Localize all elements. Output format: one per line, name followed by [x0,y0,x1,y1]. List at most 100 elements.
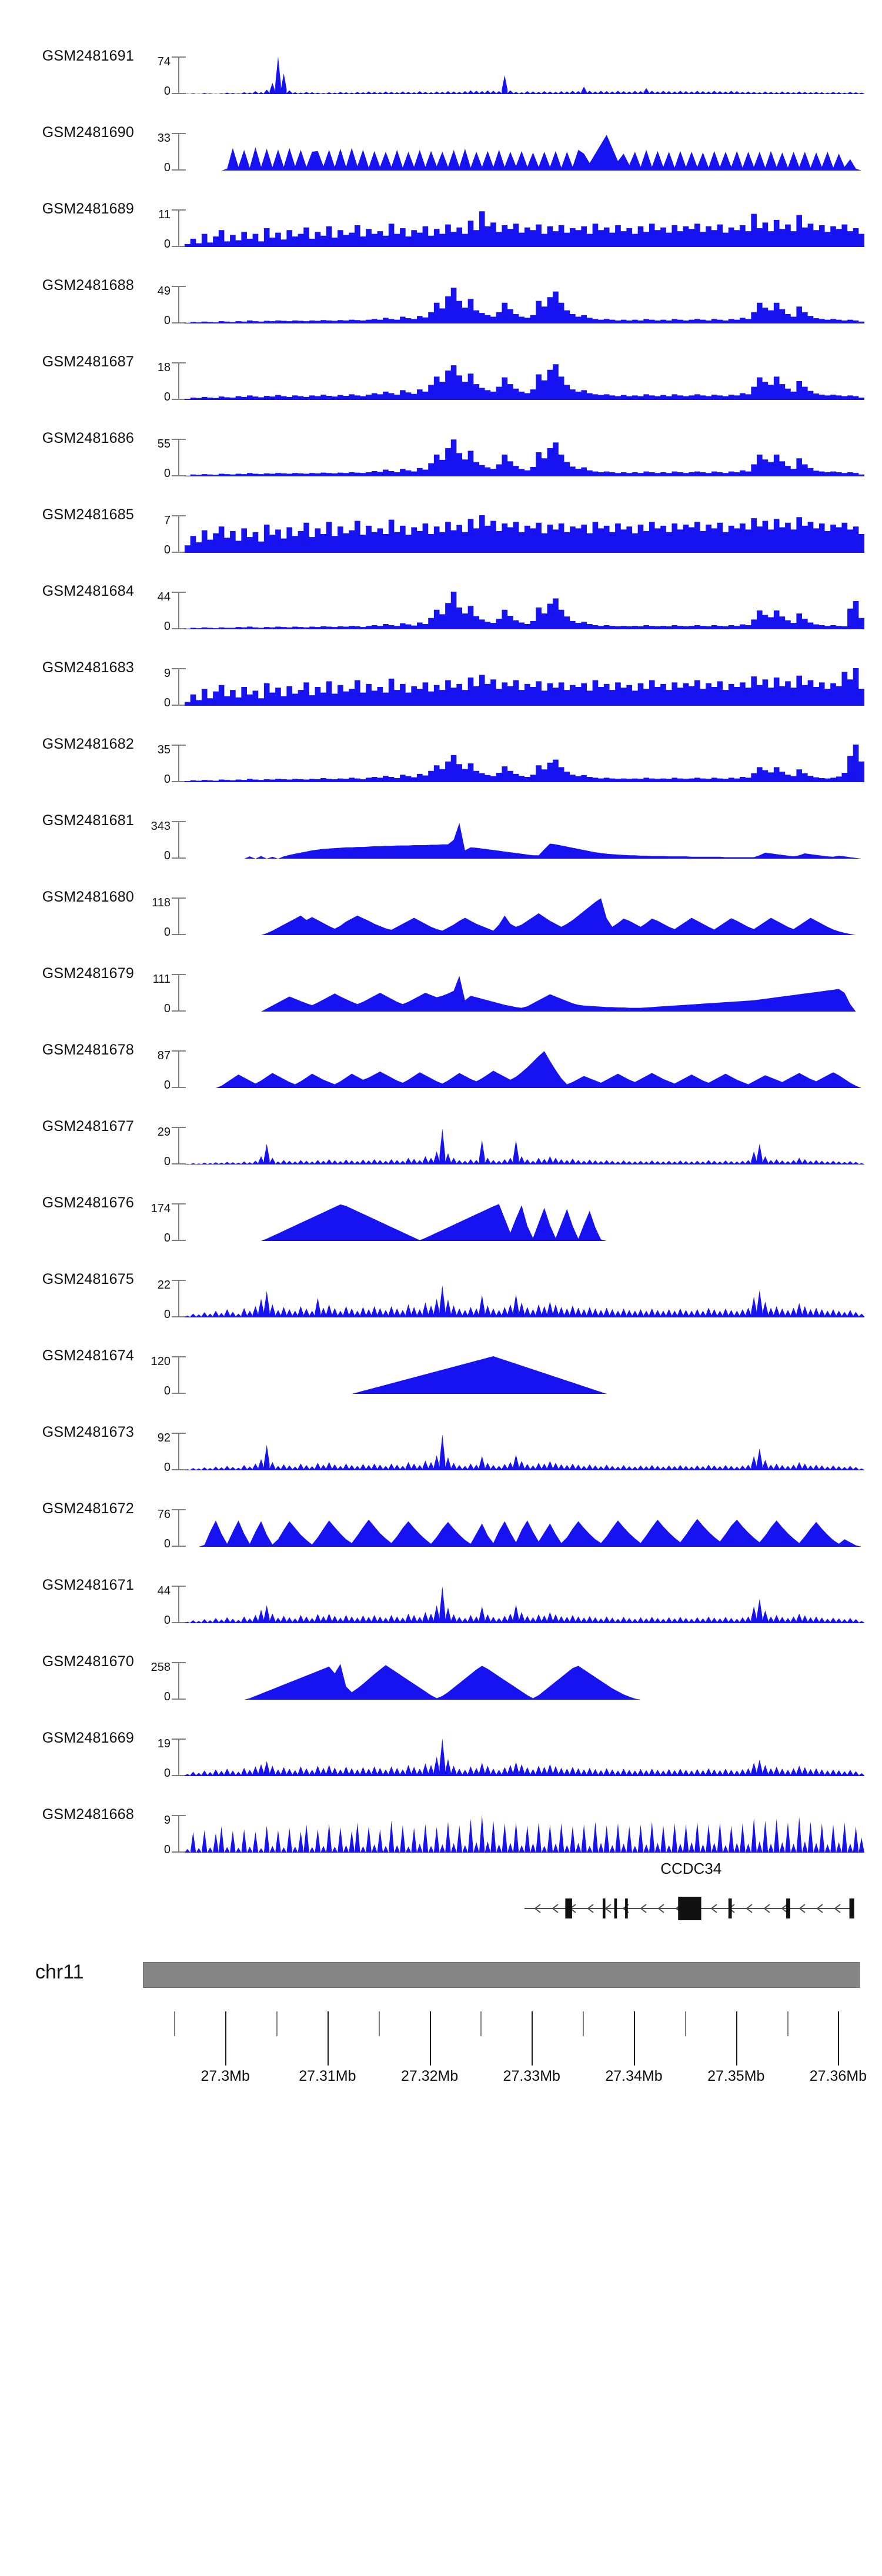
coverage-profile [185,56,864,94]
coverage-track: GSM2481676 174 0 [0,1164,882,1244]
y-axis: 76 0 [140,1508,186,1550]
coverage-profile [185,515,864,553]
y-axis: 343 0 [140,820,186,862]
y-axis-min-label: 0 [163,1690,171,1703]
coverage-profile [185,974,864,1012]
coverage-track: GSM2481677 29 0 [0,1088,882,1167]
coverage-profile [185,821,864,859]
y-axis-max-label: 9 [163,1814,171,1827]
y-axis: 87 0 [140,1050,186,1092]
y-axis-bracket [172,745,186,782]
coverage-track: GSM2481684 44 0 [0,553,882,632]
coverage-track: GSM2481669 19 0 [0,1700,882,1780]
sample-label: GSM2481680 [42,888,134,905]
coverage-profile [185,897,864,935]
y-axis: 111 0 [140,973,186,1015]
coverage-track: GSM2481673 92 0 [0,1394,882,1474]
sample-label: GSM2481686 [42,429,134,446]
y-axis-min-label: 0 [163,467,171,480]
y-axis-max-label: 120 [151,1355,171,1368]
y-axis: 44 0 [140,1584,186,1626]
axis-tick-major [736,2011,737,2066]
y-axis: 74 0 [140,56,186,98]
sample-label: GSM2481689 [42,200,134,217]
y-axis-max-label: 174 [151,1202,171,1215]
coverage-track: GSM2481679 111 0 [0,935,882,1015]
coordinate-axis-inner: 27.3Mb 27.31Mb 27.32Mb 27.33Mb 27.34Mb 27.35M… [143,2011,867,2111]
y-axis-min-label: 0 [163,1384,171,1397]
y-axis-bracket [172,439,186,476]
axis-tick-minor [480,2011,482,2036]
y-axis-bracket [172,1662,186,1700]
sample-label: GSM2481681 [42,812,134,829]
sample-label: GSM2481675 [42,1270,134,1287]
coverage-profile [185,1739,864,1776]
y-axis-min-label: 0 [163,1843,171,1856]
coverage-track: GSM2481685 7 0 [0,476,882,556]
y-axis-max-label: 9 [163,667,171,680]
y-axis-min-label: 0 [163,1079,171,1092]
axis-tick-major [225,2011,227,2066]
y-axis-bracket [172,362,186,400]
y-axis-min-label: 0 [163,849,171,862]
axis-tick-label: 27.35Mb [707,2068,765,2084]
coverage-track: GSM2481690 33 0 [0,94,882,173]
axis-tick-minor [378,2011,380,2036]
y-axis-min-label: 0 [163,773,171,786]
y-axis-bracket [172,592,186,629]
y-axis-min-label: 0 [163,1537,171,1550]
sample-label: GSM2481687 [42,353,134,370]
coverage-profile [185,286,864,323]
y-axis-bracket [172,286,186,323]
sample-label: GSM2481670 [42,1653,134,1670]
y-axis-bracket [172,668,186,706]
coverage-tracks-container: GSM2481691 74 0 GSM2481690 33 0 GSM2481689 11 0 G… [0,47,882,1856]
y-axis: 44 0 [140,590,186,632]
y-axis-bracket [172,897,186,935]
axis-tick-major [327,2011,329,2066]
coverage-profile [185,1050,864,1088]
y-axis-min-label: 0 [163,926,171,939]
y-axis: 120 0 [140,1355,186,1397]
axis-tick-label: 27.33Mb [503,2068,560,2084]
y-axis-max-label: 18 [157,361,171,374]
coverage-profile [185,1127,864,1164]
axis-tick-major [634,2011,635,2066]
y-axis-min-label: 0 [163,85,171,98]
coverage-track: GSM2481681 343 0 [0,782,882,862]
coverage-profile [185,1662,864,1700]
sample-label: GSM2481674 [42,1347,134,1364]
y-axis-max-label: 76 [157,1508,171,1521]
axis-tick-minor [787,2011,789,2036]
y-axis: 92 0 [140,1432,186,1474]
coverage-track: GSM2481687 18 0 [0,323,882,403]
coverage-profile [185,362,864,400]
y-axis-min-label: 0 [163,238,171,251]
y-axis-min-label: 0 [163,1767,171,1780]
sample-label: GSM2481691 [42,47,134,64]
chromosome-ideogram-bar [143,1962,860,1988]
coverage-profile [185,1586,864,1623]
coverage-profile [185,209,864,247]
y-axis-bracket [172,1356,186,1394]
axis-tick-minor [276,2011,278,2036]
y-axis-max-label: 49 [157,285,171,298]
y-axis: 35 0 [140,744,186,786]
sample-label: GSM2481682 [42,735,134,752]
y-axis: 19 0 [140,1738,186,1780]
sample-label: GSM2481684 [42,582,134,599]
chromosome-row: chr11 [0,1941,882,2011]
sample-label: GSM2481676 [42,1194,134,1211]
chromosome-label: chr11 [35,1961,84,1983]
y-axis-max-label: 44 [157,590,171,603]
axis-tick-minor [174,2011,176,2036]
y-axis-bracket [172,1815,186,1853]
y-axis: 174 0 [140,1202,186,1244]
coverage-track: GSM2481668 9 0 [0,1776,882,1856]
coverage-track: GSM2481671 44 0 [0,1547,882,1626]
axis-tick-label: 27.34Mb [605,2068,663,2084]
y-axis-max-label: 44 [157,1584,171,1597]
axis-tick-major [838,2011,840,2066]
y-axis-min-label: 0 [163,1461,171,1474]
